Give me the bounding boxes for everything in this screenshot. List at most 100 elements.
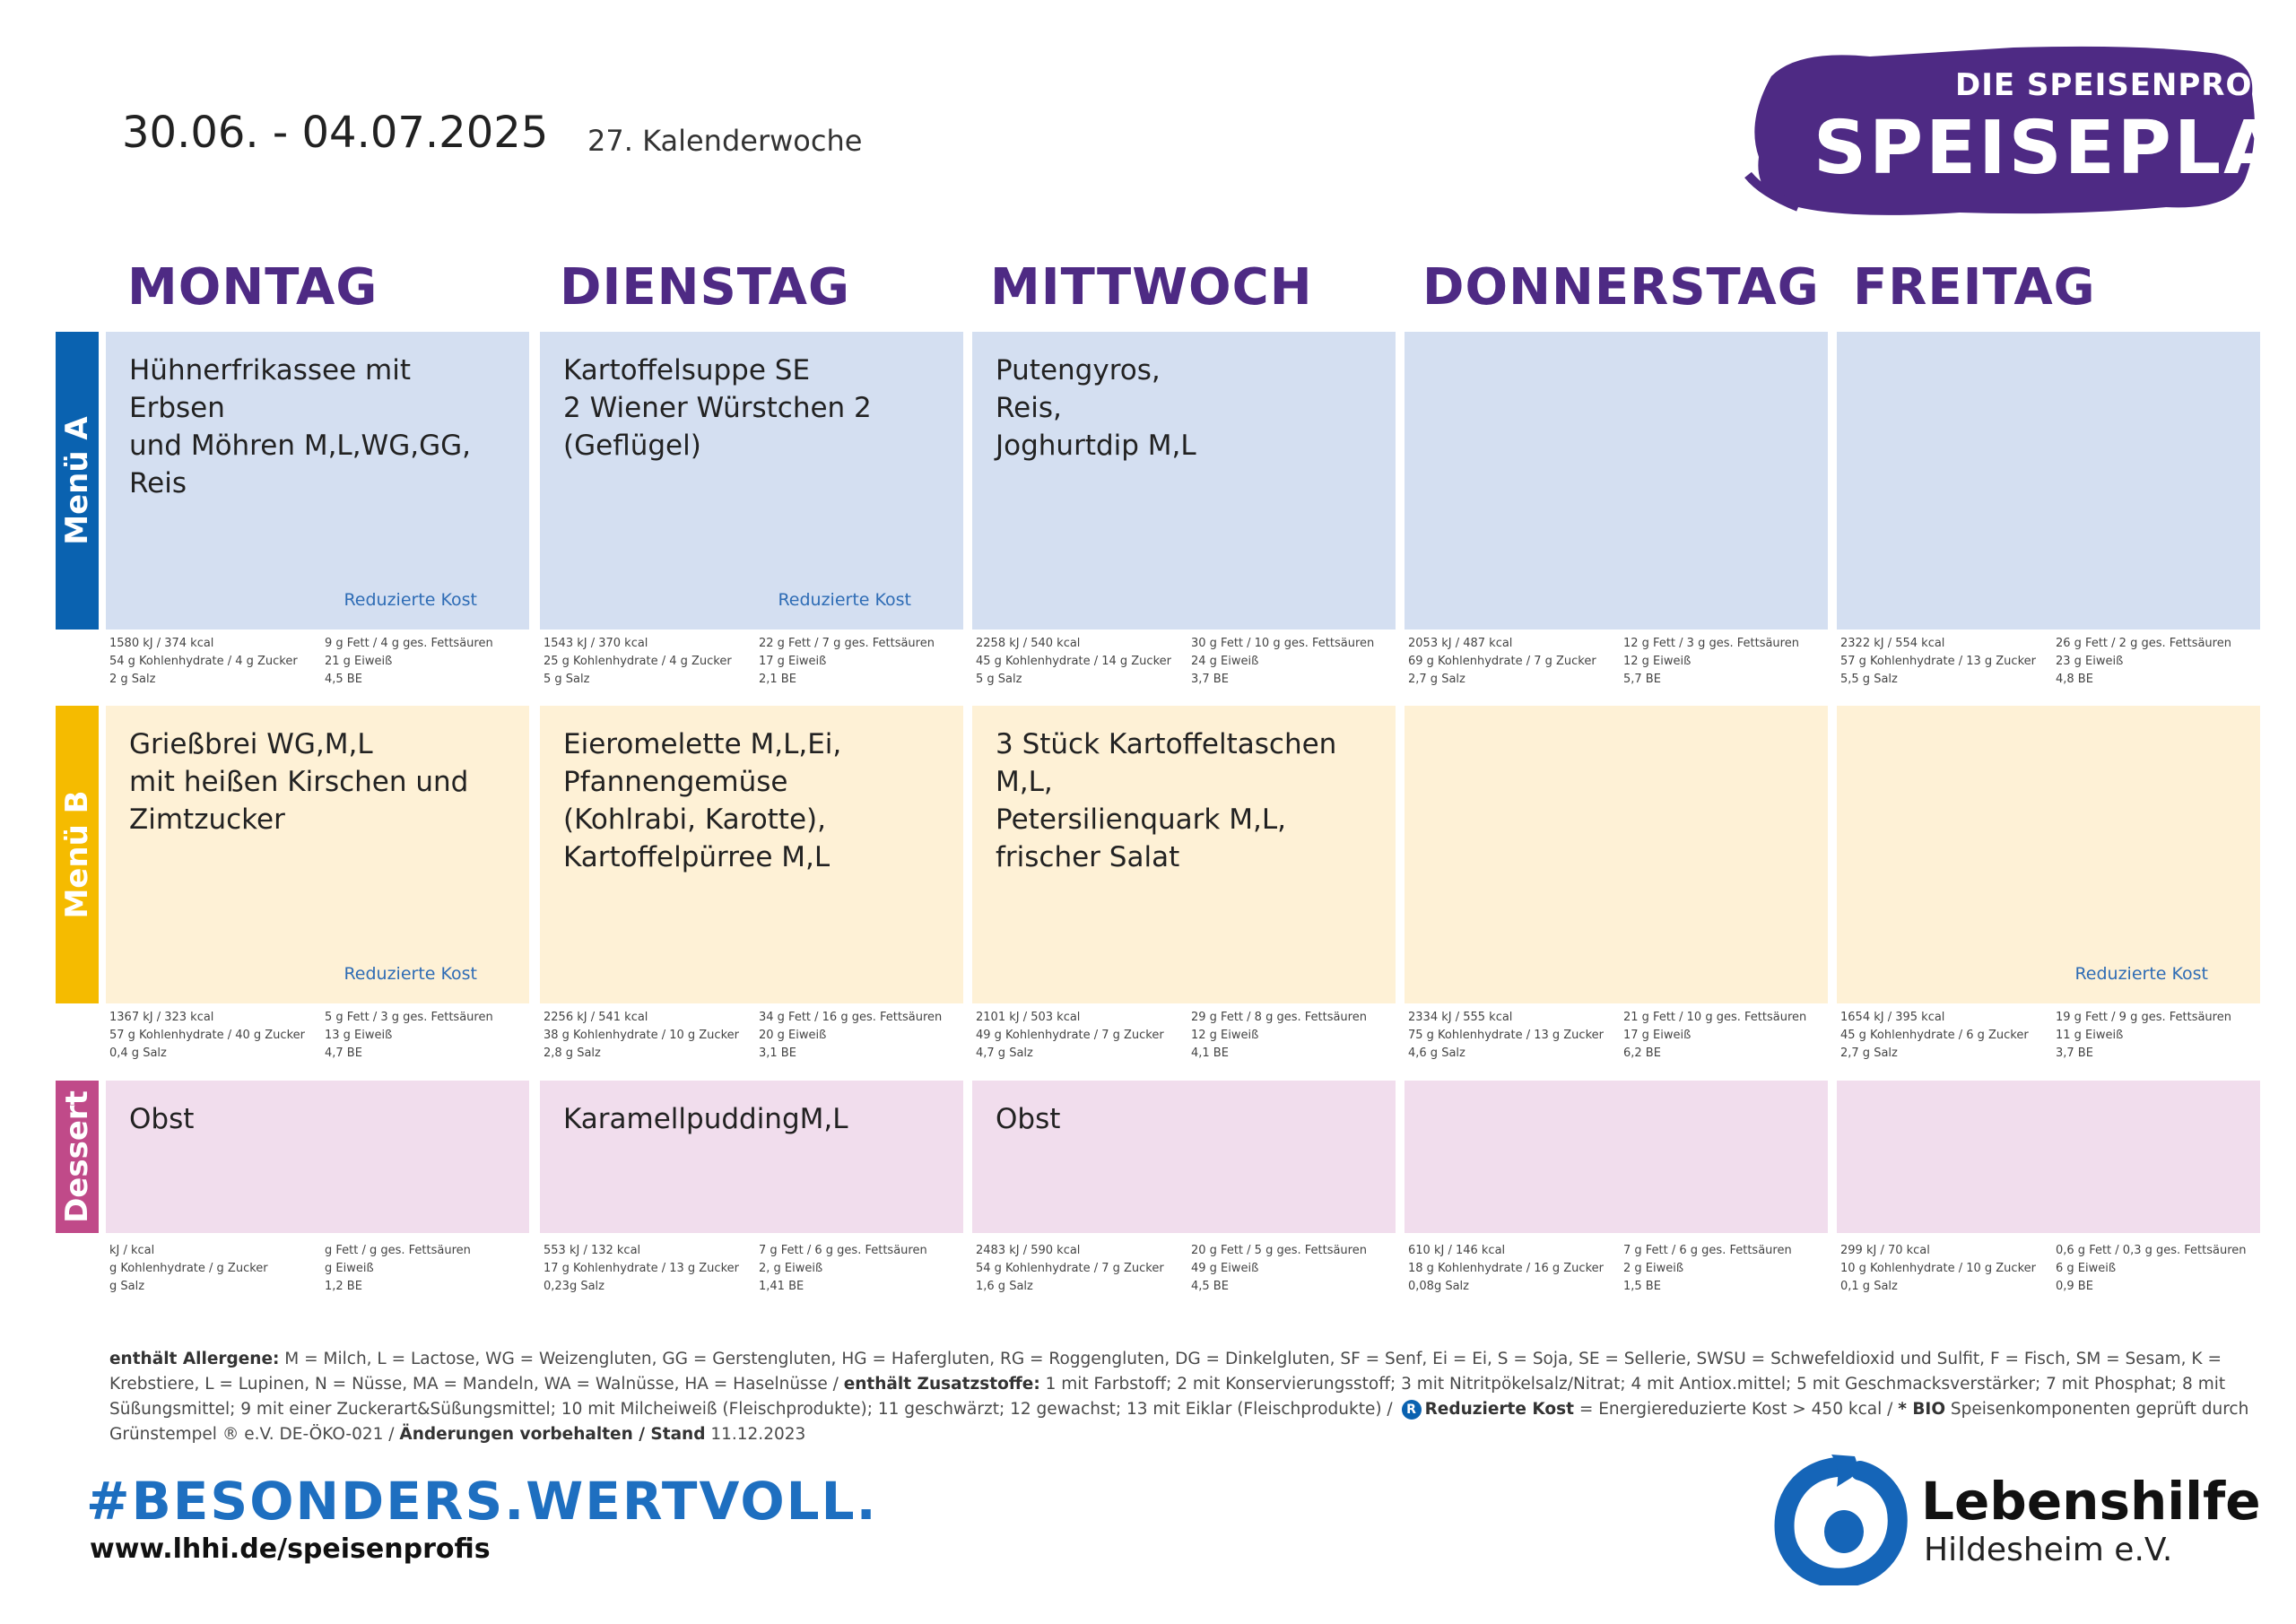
- nutrition-value: 4,6 g Salz: [1408, 1046, 1465, 1060]
- nutrition-value: 11 g Eiweiß: [2056, 1029, 2124, 1042]
- menu-a-nutrition-friday: 2322 kJ / 554 kcal 26 g Fett / 2 g ges. F…: [1840, 635, 2257, 689]
- nutrition-value: 4,7 BE: [325, 1046, 362, 1060]
- reduced-kost-text: = Energiereduzierte Kost > 450 kcal /: [1573, 1400, 1899, 1419]
- nutrition-value: 30 g Fett / 10 g ges. Fettsäuren: [1191, 637, 1375, 650]
- nutrition-value: 13 g Eiweiß: [325, 1029, 393, 1042]
- nutrition-value: 2 g Salz: [109, 673, 156, 686]
- nutrition-value: 3,1 BE: [759, 1046, 796, 1060]
- nutrition-value: 17 g Eiweiß: [1623, 1029, 1692, 1042]
- dessert-nutrition-tuesday: 553 kJ / 132 kcal 7 g Fett / 6 g ges. Fet…: [544, 1242, 960, 1296]
- nutrition-value: 24 g Eiweiß: [1191, 655, 1259, 668]
- nutrition-value: 25 g Kohlenhydrate / 4 g Zucker: [544, 655, 732, 668]
- day-header-thursday: DONNERSTAG: [1422, 258, 1820, 317]
- nutrition-value: 0,23g Salz: [544, 1280, 604, 1293]
- menu-b-cell-thursday: [1405, 706, 1828, 1003]
- dessert-nutrition-friday: 299 kJ / 70 kcal 0,6 g Fett / 0,3 g ges. …: [1840, 1242, 2257, 1296]
- nutrition-value: 19 g Fett / 9 g ges. Fettsäuren: [2056, 1011, 2231, 1024]
- legend: enthält Allergene: M = Milch, L = Lactos…: [109, 1347, 2262, 1447]
- dessert-label-bar: Dessert: [56, 1081, 99, 1233]
- menu-b-label-bar: Menü B: [56, 706, 99, 1003]
- nutrition-value: 17 g Kohlenhydrate / 13 g Zucker: [544, 1262, 739, 1275]
- nutrition-value: 2483 kJ / 590 kcal: [976, 1244, 1081, 1257]
- brand-subtitle: DIE SPEISENPROFIS: [1955, 67, 2296, 103]
- reduced-kost-tag: Reduzierte Kost: [778, 590, 911, 610]
- menu-b-nutrition-friday: 1654 kJ / 395 kcal 19 g Fett / 9 g ges. F…: [1840, 1009, 2257, 1063]
- nutrition-value: 1654 kJ / 395 kcal: [1840, 1011, 1945, 1024]
- menu-a-cell-friday: [1837, 332, 2260, 630]
- nutrition-value: 4,8 BE: [2056, 673, 2093, 686]
- nutrition-value: 20 g Eiweiß: [759, 1029, 827, 1042]
- nutrition-value: 4,7 g Salz: [976, 1046, 1033, 1060]
- nutrition-value: 553 kJ / 132 kcal: [544, 1244, 641, 1257]
- nutrition-value: 45 g Kohlenhydrate / 14 g Zucker: [976, 655, 1171, 668]
- dish-text: KaramellpuddingM,L: [563, 1103, 848, 1135]
- nutrition-value: 2,7 g Salz: [1408, 673, 1465, 686]
- nutrition-value: 2258 kJ / 540 kcal: [976, 637, 1081, 650]
- menu-b-cell-wednesday: 3 Stück Kartoffeltaschen M,L, Petersilie…: [972, 706, 1396, 1003]
- menu-a-cell-monday: Hühnerfrikassee mit Erbsen und Möhren M,…: [106, 332, 529, 630]
- nutrition-value: 21 g Fett / 10 g ges. Fettsäuren: [1623, 1011, 1807, 1024]
- menu-a-label: Menü A: [59, 416, 95, 545]
- nutrition-value: 26 g Fett / 2 g ges. Fettsäuren: [2056, 637, 2231, 650]
- nutrition-value: 49 g Kohlenhydrate / 7 g Zucker: [976, 1029, 1164, 1042]
- nutrition-value: 29 g Fett / 8 g ges. Fettsäuren: [1191, 1011, 1367, 1024]
- additives-label: enthält Zusatzstoffe:: [843, 1375, 1040, 1394]
- calendar-week: 27. Kalenderwoche: [587, 124, 863, 158]
- nutrition-value: 34 g Fett / 16 g ges. Fettsäuren: [759, 1011, 943, 1024]
- nutrition-value: 57 g Kohlenhydrate / 40 g Zucker: [109, 1029, 305, 1042]
- nutrition-value: 10 g Kohlenhydrate / 10 g Zucker: [1840, 1262, 2036, 1275]
- menu-a-cell-tuesday: Kartoffelsuppe SE 2 Wiener Würstchen 2 (…: [540, 332, 963, 630]
- website-link[interactable]: www.lhhi.de/speisenprofis: [90, 1533, 491, 1565]
- dish-text: Grießbrei WG,M,L mit heißen Kirschen und…: [129, 728, 469, 836]
- nutrition-value: 610 kJ / 146 kcal: [1408, 1244, 1506, 1257]
- dish-text: Putengyros, Reis, Joghurtdip M,L: [996, 354, 1196, 462]
- dessert-nutrition-monday: kJ / kcal g Fett / g ges. Fettsäuren g K…: [109, 1242, 526, 1296]
- nutrition-value: 0,08g Salz: [1408, 1280, 1469, 1293]
- allergens-text: M = Milch, L = Lactose, WG = Weizenglute…: [109, 1350, 2222, 1394]
- nutrition-value: 1,41 BE: [759, 1280, 804, 1293]
- nutrition-value: 38 g Kohlenhydrate / 10 g Zucker: [544, 1029, 739, 1042]
- menu-b-cell-monday: Grießbrei WG,M,L mit heißen Kirschen und…: [106, 706, 529, 1003]
- date-range: 30.06. - 04.07.2025: [122, 108, 549, 158]
- nutrition-value: 2,7 g Salz: [1840, 1046, 1898, 1060]
- nutrition-value: 5 g Salz: [544, 673, 590, 686]
- day-header-friday: FREITAG: [1853, 258, 2096, 317]
- dessert-nutrition-thursday: 610 kJ / 146 kcal 7 g Fett / 6 g ges. Fet…: [1408, 1242, 1824, 1296]
- menu-a-cell-wednesday: Putengyros, Reis, Joghurtdip M,L: [972, 332, 1396, 630]
- dish-text: Eieromelette M,L,Ei, Pfannengemüse (Kohl…: [563, 728, 842, 873]
- nutrition-value: 9 g Fett / 4 g ges. Fettsäuren: [325, 637, 493, 650]
- dish-text: Hühnerfrikassee mit Erbsen und Möhren M,…: [129, 354, 471, 499]
- nutrition-value: 49 g Eiweiß: [1191, 1262, 1259, 1275]
- bio-text: Speisenkomponenten geprüft durch Grünste…: [109, 1400, 2249, 1444]
- nutrition-value: 3,7 BE: [2056, 1046, 2093, 1060]
- nutrition-value: 69 g Kohlenhydrate / 7 g Zucker: [1408, 655, 1596, 668]
- nutrition-value: 1,5 BE: [1623, 1280, 1661, 1293]
- menu-a-nutrition-monday: 1580 kJ / 374 kcal 9 g Fett / 4 g ges. Fe…: [109, 635, 526, 689]
- nutrition-value: 7 g Fett / 6 g ges. Fettsäuren: [759, 1244, 927, 1257]
- dish-text: Obst: [129, 1103, 195, 1135]
- menu-b-cell-friday: Reduzierte Kost: [1837, 706, 2260, 1003]
- nutrition-value: 2 g Eiweiß: [1623, 1262, 1684, 1275]
- nutrition-value: 1367 kJ / 323 kcal: [109, 1011, 214, 1024]
- nutrition-value: 299 kJ / 70 kcal: [1840, 1244, 1930, 1257]
- nutrition-value: 17 g Eiweiß: [759, 655, 827, 668]
- nutrition-value: 0,4 g Salz: [109, 1046, 167, 1060]
- nutrition-value: 2,8 g Salz: [544, 1046, 601, 1060]
- nutrition-value: 1,2 BE: [325, 1280, 362, 1293]
- dessert-cell-tuesday: KaramellpuddingM,L: [540, 1081, 963, 1233]
- nutrition-value: 20 g Fett / 5 g ges. Fettsäuren: [1191, 1244, 1367, 1257]
- dessert-cell-wednesday: Obst: [972, 1081, 1396, 1233]
- nutrition-value: 3,7 BE: [1191, 673, 1229, 686]
- menu-b-label: Menü B: [59, 790, 95, 919]
- nutrition-value: 23 g Eiweiß: [2056, 655, 2124, 668]
- nutrition-value: 45 g Kohlenhydrate / 6 g Zucker: [1840, 1029, 2029, 1042]
- nutrition-value: 4,1 BE: [1191, 1046, 1229, 1060]
- menu-b-cell-tuesday: Eieromelette M,L,Ei, Pfannengemüse (Kohl…: [540, 706, 963, 1003]
- changes-label: Änderungen vorbehalten / Stand: [399, 1425, 706, 1444]
- reduced-kost-label: Reduzierte Kost: [1424, 1400, 1574, 1419]
- stand-date: 11.12.2023: [705, 1425, 806, 1444]
- menu-b-nutrition-monday: 1367 kJ / 323 kcal 5 g Fett / 3 g ges. Fe…: [109, 1009, 526, 1063]
- nutrition-value: 1580 kJ / 374 kcal: [109, 637, 214, 650]
- nutrition-value: 54 g Kohlenhydrate / 4 g Zucker: [109, 655, 298, 668]
- nutrition-value: 0,9 BE: [2056, 1280, 2093, 1293]
